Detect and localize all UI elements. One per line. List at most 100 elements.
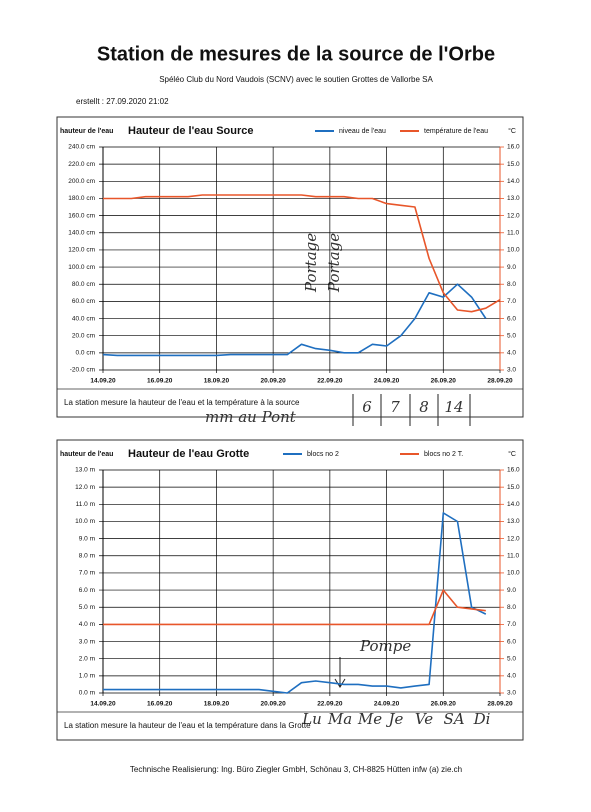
x-tick-label: 14.09.20 (90, 701, 116, 708)
created: erstellt : 27.09.2020 21:02 (76, 97, 169, 106)
y2-tick-label: 13.0 (507, 195, 520, 202)
y2-tick-label: 14.0 (507, 178, 520, 185)
y2-tick-label: 9.0 (507, 587, 516, 594)
footer: Technische Realisierung: Ing. Büro Ziegl… (130, 765, 462, 774)
y-axis-label: hauteur de l'eau (60, 128, 113, 135)
caption: La station mesure la hauteur de l'eau et… (64, 721, 311, 730)
y2-tick-label: 12.0 (507, 535, 520, 542)
y2-tick-label: 5.0 (507, 655, 516, 662)
handwritten-day: Je (386, 710, 404, 728)
y-tick-label: 6.0 m (79, 587, 95, 594)
y2-tick-label: 13.0 (507, 518, 520, 525)
y2-tick-label: 15.0 (507, 484, 520, 491)
chart-title: Hauteur de l'eau Grotte (128, 448, 249, 460)
x-tick-label: 16.09.20 (147, 378, 173, 385)
y-tick-label: 13.0 m (75, 467, 95, 474)
x-tick-label: 14.09.20 (90, 378, 116, 385)
page-title: Station de mesures de la source de l'Orb… (97, 43, 495, 65)
y-tick-label: 0.0 cm (75, 350, 95, 357)
y-tick-label: 7.0 m (79, 570, 95, 577)
legend-label: niveau de l'eau (339, 128, 386, 135)
y-tick-label: 4.0 m (79, 621, 95, 628)
y-tick-label: 9.0 m (79, 535, 95, 542)
y-tick-label: 160.0 cm (68, 212, 95, 219)
note-boxes (334, 394, 471, 688)
y2-tick-label: 6.0 (507, 638, 516, 645)
handwritten-day: SA (443, 710, 464, 728)
y2-tick-label: 4.0 (507, 350, 516, 357)
x-tick-label: 26.09.20 (431, 378, 457, 385)
x-tick-label: 26.09.20 (431, 701, 457, 708)
caption: La station mesure la hauteur de l'eau et… (64, 398, 300, 407)
y2-tick-label: 15.0 (507, 161, 520, 168)
handwritten-day: Lu (301, 710, 322, 728)
y2-tick-label: 12.0 (507, 212, 520, 219)
y-tick-label: 1.0 m (79, 673, 95, 680)
chart: hauteur de l'eau Hauteur de l'eau Grotte °… (56, 439, 524, 741)
y-tick-label: 220.0 cm (68, 161, 95, 168)
chart-frame (56, 116, 524, 418)
charts: hauteur de l'eau Hauteur de l'eau Source °… (56, 116, 524, 741)
y2-tick-label: 14.0 (507, 501, 520, 508)
handwritten-note: 7 (390, 398, 400, 416)
chart-title: Hauteur de l'eau Source (128, 125, 254, 137)
y-tick-label: 100.0 cm (68, 264, 95, 271)
series-line (103, 194, 501, 313)
x-tick-label: 22.09.20 (317, 378, 343, 385)
handwritten-day: Me (357, 710, 382, 728)
y2-tick-label: 5.0 (507, 332, 516, 339)
y2-tick-label: 7.0 (507, 298, 516, 305)
y2-tick-label: 8.0 (507, 281, 516, 288)
series-line (103, 589, 486, 626)
y-tick-label: 5.0 m (79, 604, 95, 611)
x-tick-label: 20.09.20 (260, 378, 286, 385)
handwritten-note: 6 (362, 398, 372, 416)
y-tick-label: 240.0 cm (68, 144, 95, 151)
legend-label: blocs no 2 (307, 451, 339, 458)
y2-tick-label: 6.0 (507, 315, 516, 322)
y2-tick-label: 10.0 (507, 247, 520, 254)
handwritten-day: Ve (415, 710, 433, 728)
y-tick-label: 3.0 m (79, 638, 95, 645)
y-tick-label: 8.0 m (79, 552, 95, 559)
handwritten-day: Di (473, 710, 491, 728)
x-tick-label: 18.09.20 (204, 378, 230, 385)
y2-tick-label: 11.0 (507, 229, 520, 236)
y2-axis-label: °C (508, 450, 516, 458)
handwritten-note: Portage (302, 233, 320, 293)
x-tick-label: 28.09.20 (487, 378, 513, 385)
x-tick-label: 20.09.20 (260, 701, 286, 708)
handwritten-note: 8 (419, 398, 429, 416)
x-tick-label: 24.09.20 (374, 378, 400, 385)
y-tick-label: 10.0 m (75, 518, 95, 525)
y-tick-label: 120.0 cm (68, 247, 95, 254)
x-tick-label: 24.09.20 (374, 701, 400, 708)
y-tick-label: 12.0 m (75, 484, 95, 491)
handwritten-note: Pompe (359, 637, 411, 655)
y-tick-label: 60.0 cm (72, 298, 95, 305)
y-tick-label: 0.0 m (79, 690, 95, 697)
handwritten-day: Ma (327, 710, 352, 728)
y-tick-label: 11.0 m (76, 501, 95, 508)
y2-tick-label: 10.0 (507, 570, 520, 577)
y2-tick-label: 4.0 (507, 673, 516, 680)
y2-tick-label: 3.0 (507, 690, 516, 697)
series-line (102, 283, 487, 357)
y2-tick-label: 16.0 (507, 144, 520, 151)
x-tick-label: 18.09.20 (204, 701, 230, 708)
y-tick-label: 200.0 cm (68, 178, 95, 185)
handwritten-days: Lu Ma Me Je Ve SA Di (301, 710, 490, 728)
chart: hauteur de l'eau Hauteur de l'eau Source °… (56, 116, 524, 418)
y2-tick-label: 8.0 (507, 604, 516, 611)
subtitle: Spéléo Club du Nord Vaudois (SCNV) avec … (159, 75, 433, 84)
chart-frame (56, 439, 524, 741)
handwritten-note: 14 (444, 398, 463, 416)
y2-tick-label: 3.0 (507, 367, 516, 374)
y2-axis-label: °C (508, 127, 516, 135)
legend-label: température de l'eau (424, 128, 488, 135)
x-tick-label: 28.09.20 (487, 701, 513, 708)
y-tick-label: 180.0 cm (68, 195, 95, 202)
y-tick-label: 40.0 cm (72, 315, 95, 322)
handwritten-note: Portage (325, 233, 343, 293)
